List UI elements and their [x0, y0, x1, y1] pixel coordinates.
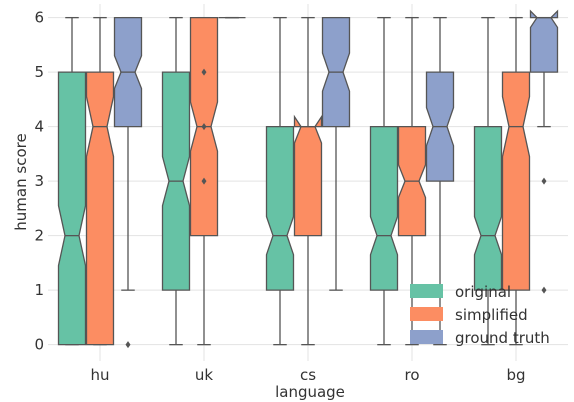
y-tick-label: 3 — [34, 172, 44, 190]
box — [85, 71, 115, 346]
outlier-point — [201, 123, 207, 131]
y-tick-label: 0 — [34, 336, 44, 354]
box — [369, 125, 399, 291]
y-tick-label: 5 — [34, 63, 44, 81]
y-tick-label: 4 — [34, 118, 44, 136]
x-axis-label: language — [275, 383, 345, 401]
axis-ticks: 0 1 2 3 4 5 6 hu uk cs ro bg — [34, 9, 525, 384]
legend-swatch — [410, 330, 443, 344]
legend-label: ground truth — [455, 329, 550, 347]
box — [529, 9, 559, 73]
box — [265, 125, 295, 291]
series-simplified — [85, 16, 531, 346]
x-tick-label: ro — [404, 366, 419, 384]
y-tick-label: 2 — [34, 227, 44, 245]
legend-label: simplified — [455, 306, 528, 324]
outlier-point — [541, 177, 547, 185]
outlier-point — [201, 177, 207, 185]
y-tick-label: 6 — [34, 9, 44, 27]
x-tick-label: hu — [90, 366, 109, 384]
outlier-point — [201, 68, 207, 76]
outlier-point — [125, 341, 131, 349]
x-tick-label: cs — [300, 366, 316, 384]
legend-swatch — [410, 307, 443, 321]
series-ground-truth — [113, 9, 559, 349]
y-tick-label: 1 — [34, 281, 44, 299]
box — [473, 125, 503, 291]
box-series — [57, 9, 559, 349]
box — [501, 71, 531, 291]
y-axis-label: human score — [12, 133, 30, 230]
legend: original simplified ground truth — [410, 283, 550, 347]
legend-label: original — [455, 283, 511, 301]
box — [57, 71, 87, 346]
x-tick-label: uk — [195, 366, 214, 384]
outlier-point — [541, 286, 547, 294]
series-original — [57, 16, 503, 346]
x-tick-label: bg — [506, 366, 525, 384]
legend-swatch — [410, 284, 443, 298]
box — [293, 114, 323, 237]
